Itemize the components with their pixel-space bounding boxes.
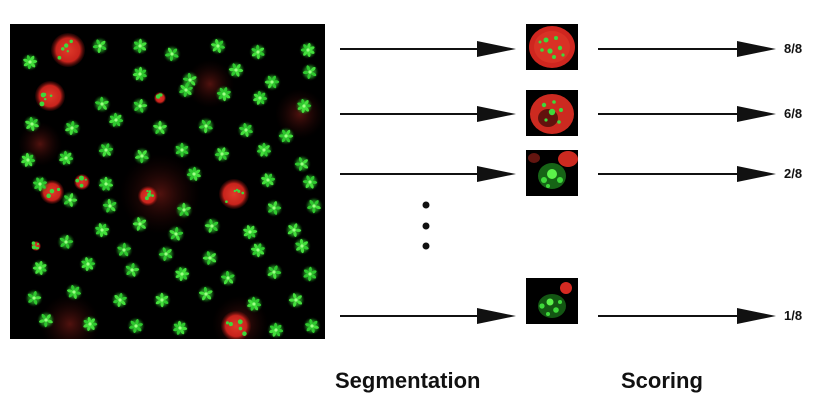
segmented-cell-2-image bbox=[526, 90, 578, 136]
segmentation-arrow-2 bbox=[340, 106, 516, 122]
segmented-cell-3 bbox=[526, 150, 578, 196]
segmented-cell-4 bbox=[526, 278, 578, 324]
segmented-cell-4-image bbox=[526, 278, 578, 324]
micrograph-image bbox=[10, 24, 325, 339]
score-cell-3: 2/8 bbox=[784, 166, 803, 181]
segmentation-arrow-4 bbox=[340, 308, 516, 324]
segmentation-arrow-3 bbox=[340, 166, 516, 182]
segmentation-arrow-1 bbox=[340, 41, 516, 57]
score-cell-4: 1/8 bbox=[784, 308, 803, 323]
scoring-arrow-4 bbox=[598, 308, 776, 324]
segmented-cell-3-image bbox=[526, 150, 578, 196]
scoring-label: Scoring bbox=[621, 368, 703, 393]
scoring-arrow-3 bbox=[598, 166, 776, 182]
score-cell-2: 6/8 bbox=[784, 106, 803, 121]
ellipsis-dots bbox=[422, 201, 430, 250]
segmented-cell-1 bbox=[526, 24, 578, 70]
score-cell-1: 8/8 bbox=[784, 41, 803, 56]
segmented-cell-2 bbox=[526, 90, 578, 136]
segmentation-label: Segmentation bbox=[335, 368, 481, 393]
scoring-arrow-1 bbox=[598, 41, 776, 57]
micrograph-canvas bbox=[18, 33, 325, 339]
segmented-cell-1-image bbox=[526, 24, 578, 70]
scoring-arrow-2 bbox=[598, 106, 776, 122]
